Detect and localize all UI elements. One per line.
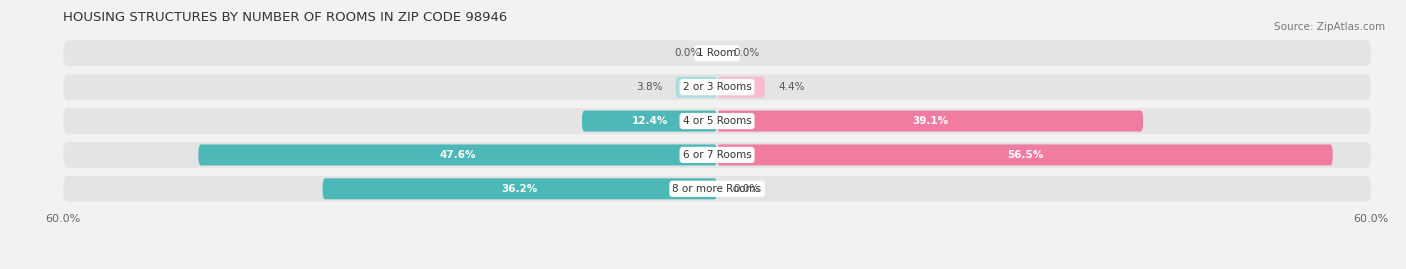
FancyBboxPatch shape <box>717 77 765 98</box>
Text: 3.8%: 3.8% <box>636 82 662 92</box>
FancyBboxPatch shape <box>63 108 1371 134</box>
FancyBboxPatch shape <box>198 144 717 165</box>
FancyBboxPatch shape <box>63 142 1371 168</box>
Text: 4 or 5 Rooms: 4 or 5 Rooms <box>683 116 751 126</box>
Text: 4.4%: 4.4% <box>778 82 804 92</box>
Text: 0.0%: 0.0% <box>734 48 759 58</box>
Text: 39.1%: 39.1% <box>912 116 948 126</box>
Text: 8 or more Rooms: 8 or more Rooms <box>672 184 762 194</box>
FancyBboxPatch shape <box>63 176 1371 202</box>
Text: 0.0%: 0.0% <box>675 48 700 58</box>
FancyBboxPatch shape <box>676 77 717 98</box>
Text: 2 or 3 Rooms: 2 or 3 Rooms <box>683 82 751 92</box>
FancyBboxPatch shape <box>63 74 1371 100</box>
Text: 56.5%: 56.5% <box>1007 150 1043 160</box>
Text: 47.6%: 47.6% <box>440 150 477 160</box>
Text: 1 Room: 1 Room <box>697 48 737 58</box>
FancyBboxPatch shape <box>582 111 717 132</box>
FancyBboxPatch shape <box>717 144 1333 165</box>
Text: Source: ZipAtlas.com: Source: ZipAtlas.com <box>1274 22 1385 31</box>
FancyBboxPatch shape <box>717 111 1143 132</box>
Text: 36.2%: 36.2% <box>502 184 538 194</box>
Text: 6 or 7 Rooms: 6 or 7 Rooms <box>683 150 751 160</box>
Text: HOUSING STRUCTURES BY NUMBER OF ROOMS IN ZIP CODE 98946: HOUSING STRUCTURES BY NUMBER OF ROOMS IN… <box>63 11 508 24</box>
FancyBboxPatch shape <box>322 178 717 199</box>
Text: 0.0%: 0.0% <box>734 184 759 194</box>
FancyBboxPatch shape <box>63 40 1371 66</box>
Text: 12.4%: 12.4% <box>631 116 668 126</box>
